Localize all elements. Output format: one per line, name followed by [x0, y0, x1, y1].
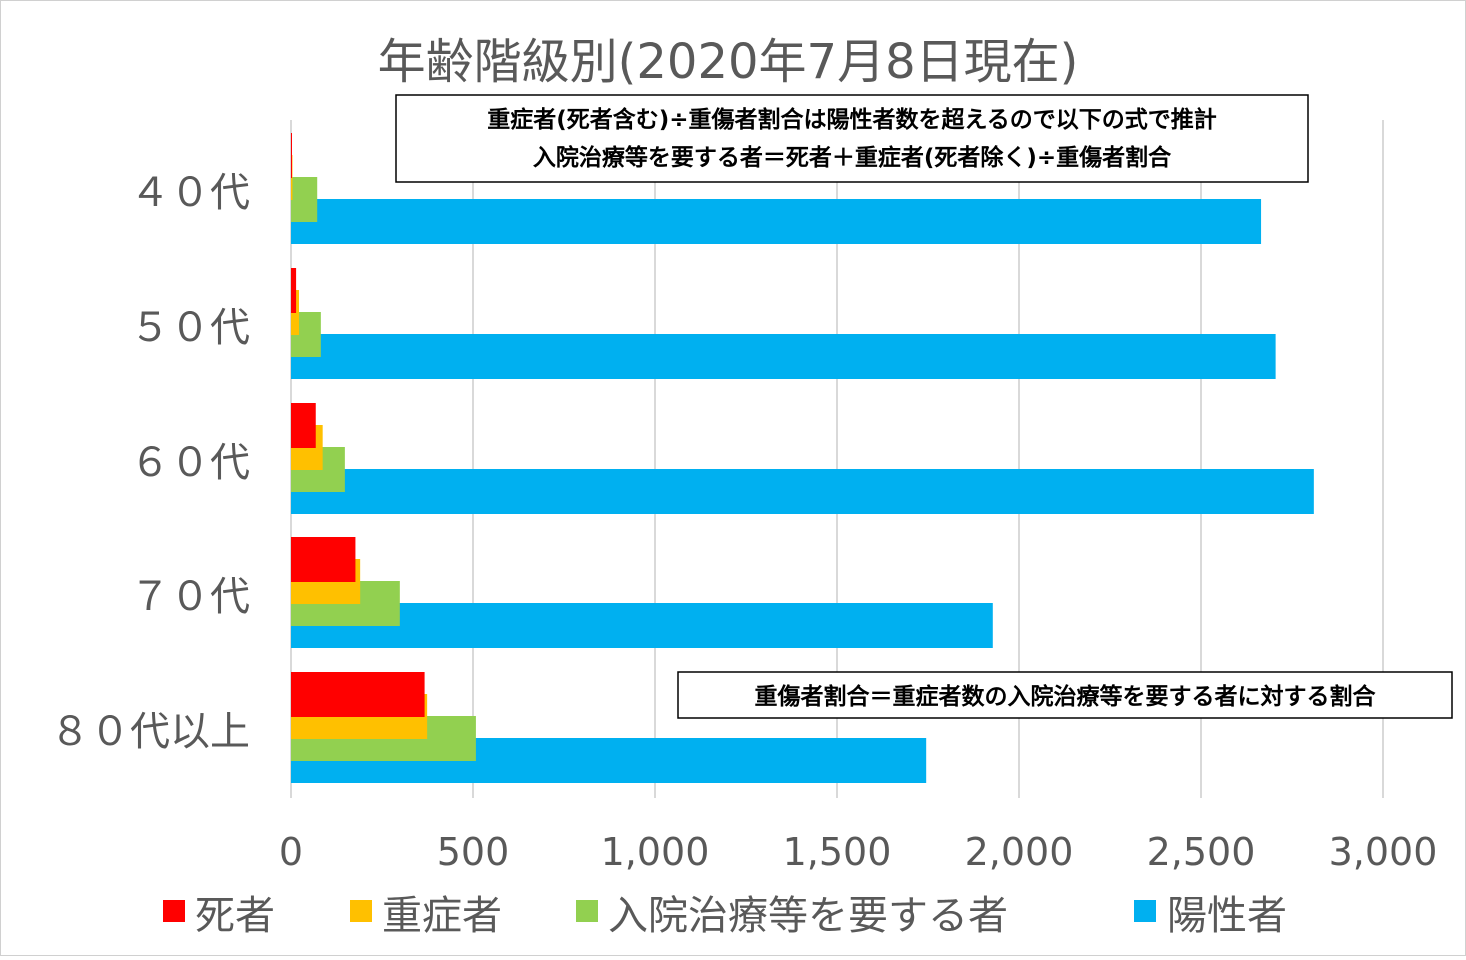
- legend-label: 死者: [195, 893, 275, 939]
- bar: [291, 403, 316, 448]
- annotation-box: [395, 94, 1309, 183]
- x-tick-label: 1,000: [601, 830, 710, 874]
- annotation-text: 入院治療等を要する者＝死者＋重症者(死者除く)÷重傷者割合: [533, 144, 1172, 171]
- bar: [291, 334, 1276, 379]
- legend-swatch: [163, 900, 185, 922]
- category-label: ５０代: [130, 305, 250, 351]
- legend-label: 入院治療等を要する者: [608, 893, 1008, 939]
- bar: [291, 537, 356, 582]
- category-label: ６０代: [130, 440, 250, 486]
- legend-swatch: [350, 900, 372, 922]
- legend-label: 重症者: [382, 893, 502, 939]
- legend-label: 陽性者: [1167, 893, 1287, 939]
- category-label: ７０代: [130, 574, 250, 620]
- bar: [291, 177, 318, 222]
- annotation-text: 重症者(死者含む)÷重傷者割合は陽性者数を超えるので以下の式で推計: [487, 106, 1217, 133]
- chart-title: 年齢階級別(2020年7月8日現在): [378, 34, 1079, 90]
- bar: [291, 133, 292, 178]
- category-label: ４０代: [130, 170, 250, 216]
- x-tick-label: 2,000: [965, 830, 1074, 874]
- x-tick-label: 1,500: [783, 830, 892, 874]
- legend-swatch: [576, 900, 598, 922]
- bar: [291, 672, 425, 717]
- x-tick-label: 2,500: [1147, 830, 1256, 874]
- x-tick-label: 0: [279, 830, 303, 874]
- x-tick-label: 3,000: [1329, 830, 1438, 874]
- legend-swatch: [1134, 900, 1156, 922]
- category-label: ８０代以上: [50, 709, 250, 755]
- bar: [291, 469, 1314, 514]
- bar: [291, 199, 1262, 244]
- bar: [291, 268, 297, 313]
- x-tick-label: 500: [437, 830, 510, 874]
- bar: [291, 603, 993, 648]
- annotation-text: 重傷者割合＝重症者数の入院治療等を要する者に対する割合: [755, 683, 1377, 710]
- annotation-box: [677, 671, 1453, 719]
